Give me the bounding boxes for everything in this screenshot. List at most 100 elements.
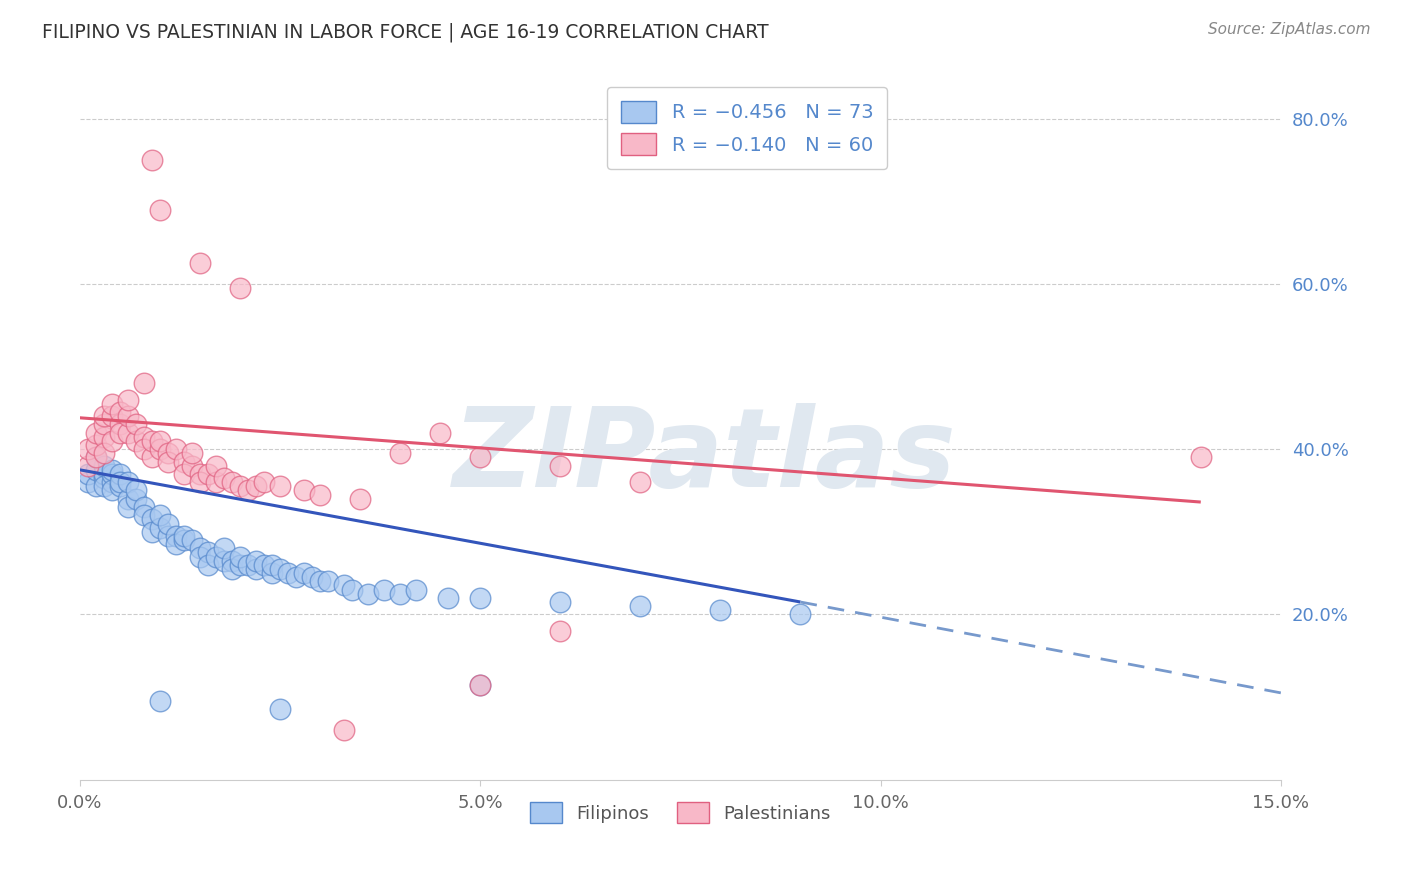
Point	[709, 603, 731, 617]
Point	[181, 446, 204, 460]
Point	[188, 549, 211, 564]
Point	[221, 562, 243, 576]
Point	[309, 574, 332, 589]
Point	[229, 281, 252, 295]
Point	[93, 458, 115, 473]
Point	[84, 450, 107, 465]
Point	[212, 554, 235, 568]
Point	[309, 487, 332, 501]
Point	[93, 446, 115, 460]
Point	[349, 491, 371, 506]
Point	[548, 458, 571, 473]
Point	[470, 450, 492, 465]
Point	[470, 678, 492, 692]
Point	[197, 558, 219, 572]
Point	[101, 397, 124, 411]
Point	[437, 591, 460, 605]
Point	[117, 491, 139, 506]
Point	[470, 591, 492, 605]
Point	[108, 467, 131, 481]
Point	[245, 562, 267, 576]
Text: ZIPatlas: ZIPatlas	[453, 403, 956, 510]
Point	[132, 376, 155, 390]
Point	[125, 491, 148, 506]
Point	[188, 541, 211, 556]
Legend: Filipinos, Palestinians: Filipinos, Palestinians	[519, 791, 842, 834]
Point	[117, 500, 139, 514]
Point	[205, 475, 228, 490]
Point	[173, 454, 195, 468]
Point	[84, 450, 107, 465]
Point	[101, 463, 124, 477]
Point	[429, 425, 451, 440]
Point	[84, 425, 107, 440]
Point	[125, 483, 148, 498]
Point	[285, 570, 308, 584]
Point	[316, 574, 339, 589]
Point	[548, 624, 571, 638]
Point	[149, 694, 172, 708]
Point	[212, 541, 235, 556]
Point	[165, 537, 187, 551]
Point	[221, 554, 243, 568]
Point	[221, 475, 243, 490]
Point	[117, 425, 139, 440]
Point	[76, 475, 98, 490]
Point	[269, 562, 291, 576]
Point	[141, 153, 163, 167]
Point	[125, 417, 148, 432]
Point	[253, 475, 276, 490]
Point	[101, 409, 124, 424]
Point	[149, 442, 172, 457]
Point	[197, 545, 219, 559]
Point	[132, 500, 155, 514]
Point	[245, 554, 267, 568]
Point	[205, 458, 228, 473]
Point	[101, 434, 124, 448]
Point	[93, 409, 115, 424]
Point	[149, 434, 172, 448]
Point	[357, 587, 380, 601]
Point	[373, 582, 395, 597]
Point	[108, 479, 131, 493]
Point	[165, 529, 187, 543]
Point	[141, 524, 163, 539]
Point	[229, 479, 252, 493]
Point	[333, 723, 356, 737]
Point	[197, 467, 219, 481]
Point	[93, 471, 115, 485]
Point	[76, 467, 98, 481]
Point	[156, 454, 179, 468]
Point	[93, 417, 115, 432]
Point	[132, 508, 155, 523]
Point	[389, 446, 412, 460]
Point	[628, 475, 651, 490]
Point	[76, 458, 98, 473]
Point	[188, 467, 211, 481]
Point	[156, 529, 179, 543]
Point	[165, 442, 187, 457]
Point	[132, 430, 155, 444]
Text: Source: ZipAtlas.com: Source: ZipAtlas.com	[1208, 22, 1371, 37]
Point	[789, 607, 811, 622]
Point	[76, 442, 98, 457]
Point	[628, 599, 651, 614]
Point	[125, 434, 148, 448]
Point	[93, 430, 115, 444]
Point	[149, 202, 172, 217]
Point	[84, 463, 107, 477]
Point	[181, 533, 204, 547]
Point	[108, 425, 131, 440]
Point	[260, 558, 283, 572]
Point	[93, 479, 115, 493]
Point	[93, 467, 115, 481]
Text: FILIPINO VS PALESTINIAN IN LABOR FORCE | AGE 16-19 CORRELATION CHART: FILIPINO VS PALESTINIAN IN LABOR FORCE |…	[42, 22, 769, 42]
Point	[245, 479, 267, 493]
Point	[149, 508, 172, 523]
Point	[156, 446, 179, 460]
Point	[117, 475, 139, 490]
Point	[205, 549, 228, 564]
Point	[101, 483, 124, 498]
Point	[292, 483, 315, 498]
Point	[236, 483, 259, 498]
